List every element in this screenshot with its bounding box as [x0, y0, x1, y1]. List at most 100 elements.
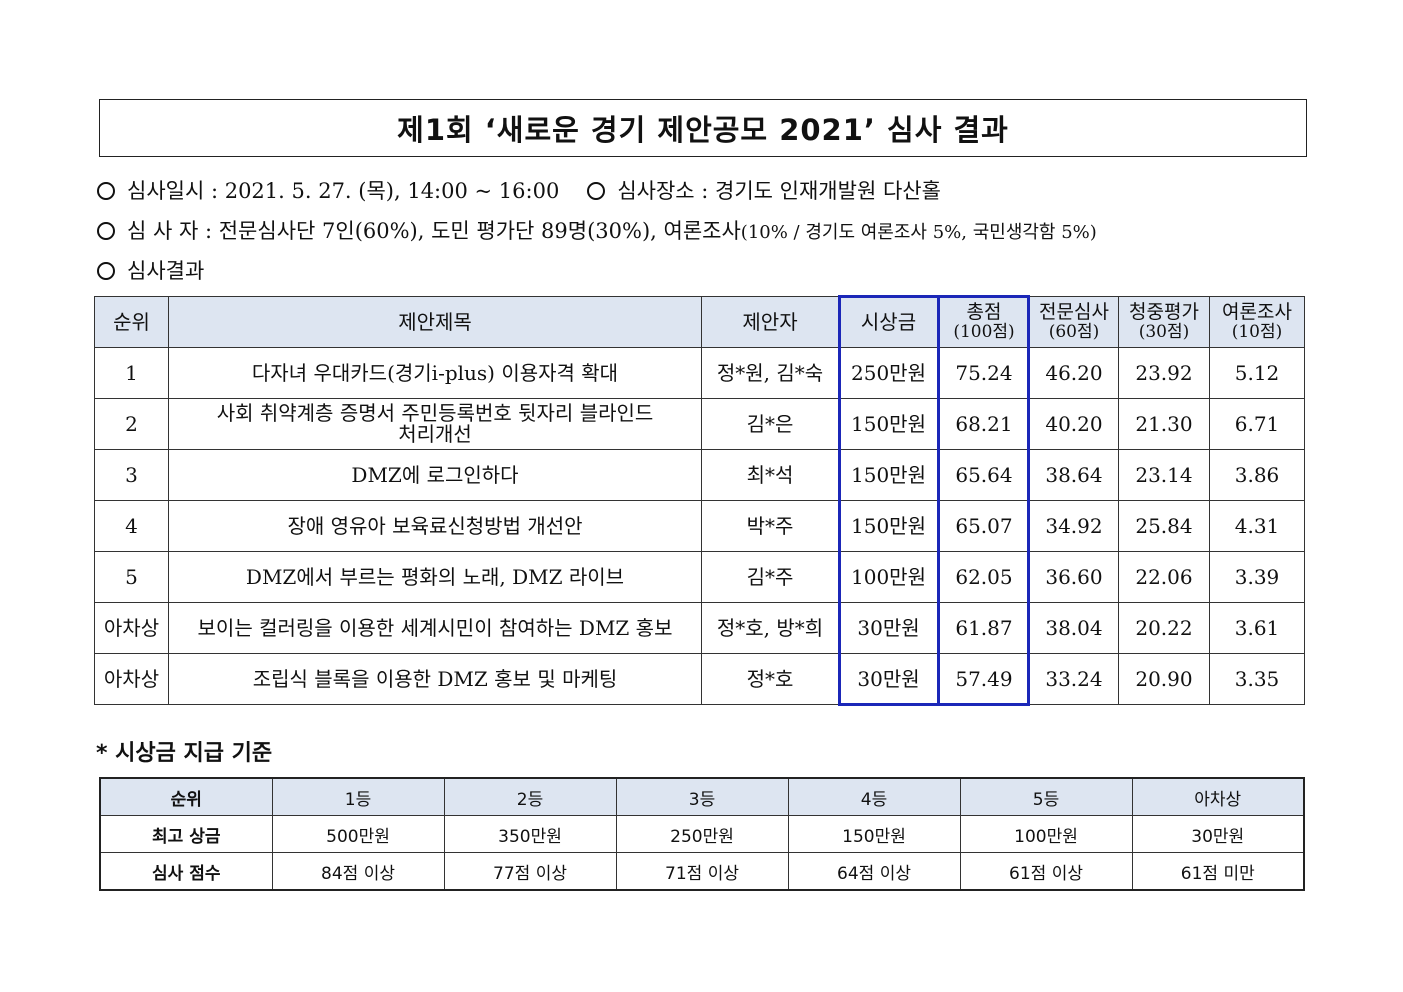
header-expert: 전문심사 (60점) [1029, 296, 1119, 348]
table-row: 아차상 조립식 블록을 이용한 DMZ 홍보 및 마케팅 정*호 30만원 57… [94, 653, 1305, 705]
header-proposer: 제안자 [701, 296, 839, 348]
cell-title: 보이는 컬러링을 이용한 세계시민이 참여하는 DMZ 홍보 [168, 602, 702, 654]
cell-proposer: 박*주 [701, 500, 839, 552]
criteria-prize-row: 최고 상금 500만원 350만원 250만원 150만원 100만원 30만원 [99, 815, 1305, 853]
cell-expert: 36.60 [1029, 551, 1119, 603]
cell-total: 75.24 [938, 347, 1030, 399]
cell-poll: 3.35 [1209, 653, 1305, 705]
cell-proposer: 김*은 [701, 398, 839, 450]
criteria-score-row: 심사 점수 84점 이상 77점 이상 71점 이상 64점 이상 61점 이상… [99, 852, 1305, 891]
table-row: 5 DMZ에서 부르는 평화의 노래, DMZ 라이브 김*주 100만원 62… [94, 551, 1305, 603]
criteria-score: 61점 미만 [1131, 852, 1305, 891]
header-title: 제안제목 [168, 296, 702, 348]
cell-total: 68.21 [938, 398, 1030, 450]
cell-expert: 38.64 [1029, 449, 1119, 501]
cell-title: DMZ에 로그인하다 [168, 449, 702, 501]
cell-rank: 3 [94, 449, 169, 501]
info-line-date: 심사일시 : 2021. 5. 27. (목), 14:00 ~ 16:00 심사… [97, 175, 941, 205]
criteria-score: 71점 이상 [615, 852, 789, 891]
header-poll: 여론조사 (10점) [1209, 296, 1305, 348]
criteria-score-label: 심사 점수 [99, 852, 273, 891]
cell-poll: 4.31 [1209, 500, 1305, 552]
criteria-rank: 4등 [787, 777, 961, 816]
cell-total: 61.87 [938, 602, 1030, 654]
header-audience: 청중평가 (30점) [1118, 296, 1210, 348]
cell-total: 65.64 [938, 449, 1030, 501]
criteria-score: 61점 이상 [959, 852, 1133, 891]
cell-total: 65.07 [938, 500, 1030, 552]
cell-prize: 150만원 [838, 449, 939, 501]
cell-title: 다자녀 우대카드(경기i-plus) 이용자격 확대 [168, 347, 702, 399]
table-row: 3 DMZ에 로그인하다 최*석 150만원 65.64 38.64 23.14… [94, 449, 1305, 501]
info-line-judges: 심 사 자 : 전문심사단 7인(60%), 도민 평가단 89명(30%), … [97, 215, 1097, 245]
circle-bullet-icon [587, 181, 606, 200]
results-header-row: 순위 제안제목 제안자 시상금 총점 (100점) 전문심사 (60점) 청중평가(… [94, 296, 1305, 348]
criteria-prize: 100만원 [959, 815, 1133, 853]
info-judges: 심 사 자 : 전문심사단 7인(60%), 도민 평가단 89명(30%), … [127, 219, 741, 243]
cell-poll: 6.71 [1209, 398, 1305, 450]
criteria-score: 77점 이상 [443, 852, 617, 891]
cell-rank: 아차상 [94, 602, 169, 654]
cell-poll: 3.86 [1209, 449, 1305, 501]
cell-proposer: 김*주 [701, 551, 839, 603]
criteria-score: 64점 이상 [787, 852, 961, 891]
info-results-label: 심사결과 [127, 259, 205, 283]
cell-audience: 23.92 [1118, 347, 1210, 399]
header-rank: 순위 [94, 296, 169, 348]
cell-audience: 23.14 [1118, 449, 1210, 501]
info-judges-detail: (10% / 경기도 여론조사 5%, 국민생각함 5%) [740, 222, 1097, 243]
circle-bullet-icon [97, 221, 115, 240]
cell-expert: 34.92 [1029, 500, 1119, 552]
table-row: 1 다자녀 우대카드(경기i-plus) 이용자격 확대 정*원, 김*숙 25… [94, 347, 1305, 399]
criteria-rank: 3등 [615, 777, 789, 816]
page-title: 제1회 ‘새로운 경기 제안공모 2021’ 심사 결과 [397, 113, 1009, 147]
cell-audience: 20.90 [1118, 653, 1210, 705]
info-line-results: 심사결과 [97, 255, 204, 285]
criteria-rank: 2등 [443, 777, 617, 816]
criteria-prize: 500만원 [271, 815, 445, 853]
cell-rank: 1 [94, 347, 169, 399]
criteria-rank-row: 순위 1등 2등 3등 4등 5등 아차상 [99, 777, 1305, 816]
table-row: 2 사회 취약계층 증명서 주민등록번호 뒷자리 블라인드 처리개선 김*은 1… [94, 398, 1305, 450]
cell-expert: 33.24 [1029, 653, 1119, 705]
info-venue: 심사장소 : 경기도 인재개발원 다산홀 [617, 179, 941, 203]
criteria-heading: * 시상금 지급 기준 [96, 741, 273, 766]
header-total: 총점 (100점) [938, 296, 1030, 348]
header-prize: 시상금 [838, 296, 939, 348]
cell-rank: 아차상 [94, 653, 169, 705]
cell-proposer: 정*호 [701, 653, 839, 705]
criteria-rank-label: 순위 [99, 777, 273, 816]
criteria-prize: 250만원 [615, 815, 789, 853]
criteria-rank: 5등 [959, 777, 1133, 816]
cell-rank: 2 [94, 398, 169, 450]
cell-rank: 5 [94, 551, 169, 603]
cell-audience: 22.06 [1118, 551, 1210, 603]
cell-title: DMZ에서 부르는 평화의 노래, DMZ 라이브 [168, 551, 702, 603]
cell-rank: 4 [94, 500, 169, 552]
info-date: 심사일시 : 2021. 5. 27. (목), 14:00 ~ 16:00 [127, 179, 560, 203]
criteria-rank: 1등 [271, 777, 445, 816]
cell-prize: 30만원 [838, 653, 939, 705]
cell-expert: 46.20 [1029, 347, 1119, 399]
cell-title: 사회 취약계층 증명서 주민등록번호 뒷자리 블라인드 처리개선 [168, 398, 702, 450]
criteria-prize: 150만원 [787, 815, 961, 853]
cell-title: 조립식 블록을 이용한 DMZ 홍보 및 마케팅 [168, 653, 702, 705]
criteria-prize-label: 최고 상금 [99, 815, 273, 853]
criteria-rank: 아차상 [1131, 777, 1305, 816]
cell-audience: 25.84 [1118, 500, 1210, 552]
results-table: 순위 제안제목 제안자 시상금 총점 (100점) 전문심사 (60점) 청중평가(… [94, 296, 1305, 705]
cell-poll: 3.61 [1209, 602, 1305, 654]
cell-proposer: 정*호, 방*희 [701, 602, 839, 654]
cell-total: 62.05 [938, 551, 1030, 603]
cell-poll: 5.12 [1209, 347, 1305, 399]
cell-expert: 40.20 [1029, 398, 1119, 450]
title-box: 제1회 ‘새로운 경기 제안공모 2021’ 심사 결과 [99, 99, 1307, 157]
cell-audience: 20.22 [1118, 602, 1210, 654]
cell-expert: 38.04 [1029, 602, 1119, 654]
cell-title: 장애 영유아 보육료신청방법 개선안 [168, 500, 702, 552]
cell-prize: 100만원 [838, 551, 939, 603]
cell-prize: 150만원 [838, 398, 939, 450]
cell-proposer: 정*원, 김*숙 [701, 347, 839, 399]
circle-bullet-icon [97, 181, 115, 200]
cell-total: 57.49 [938, 653, 1030, 705]
